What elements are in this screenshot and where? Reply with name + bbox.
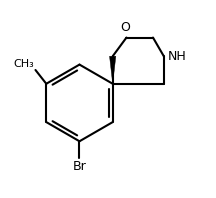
Text: Br: Br: [73, 160, 86, 172]
Polygon shape: [110, 56, 116, 84]
Text: CH₃: CH₃: [13, 59, 34, 69]
Text: O: O: [121, 21, 130, 34]
Text: NH: NH: [167, 50, 186, 63]
